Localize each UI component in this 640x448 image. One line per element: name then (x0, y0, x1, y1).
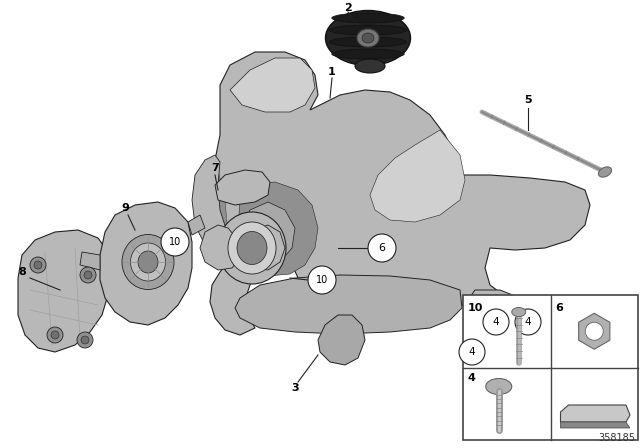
Text: 4: 4 (468, 372, 476, 383)
Text: 7: 7 (211, 163, 219, 173)
Circle shape (51, 331, 59, 339)
Polygon shape (188, 215, 205, 235)
Polygon shape (561, 422, 630, 428)
Ellipse shape (329, 37, 407, 47)
Polygon shape (18, 230, 112, 352)
Text: 2: 2 (344, 3, 352, 13)
Circle shape (515, 309, 541, 335)
Ellipse shape (362, 33, 374, 43)
Polygon shape (370, 130, 465, 222)
Ellipse shape (122, 234, 174, 289)
Circle shape (459, 339, 485, 365)
Ellipse shape (332, 13, 404, 23)
Circle shape (84, 271, 92, 279)
Ellipse shape (138, 251, 158, 273)
Ellipse shape (228, 222, 276, 274)
Ellipse shape (131, 243, 166, 281)
Polygon shape (561, 405, 630, 422)
Ellipse shape (218, 212, 286, 284)
Circle shape (47, 327, 63, 343)
Text: 6: 6 (378, 243, 385, 253)
Circle shape (30, 257, 46, 273)
Circle shape (483, 309, 509, 335)
Circle shape (80, 267, 96, 283)
Circle shape (77, 332, 93, 348)
Polygon shape (210, 52, 590, 338)
Ellipse shape (237, 232, 267, 264)
Ellipse shape (357, 29, 379, 47)
Text: 10: 10 (468, 303, 483, 313)
Polygon shape (215, 170, 270, 205)
Text: 4: 4 (468, 347, 476, 357)
Text: 3: 3 (291, 383, 299, 393)
Ellipse shape (486, 379, 512, 395)
Text: 1: 1 (328, 67, 336, 77)
Polygon shape (248, 225, 285, 270)
Polygon shape (318, 315, 365, 365)
Bar (463, 295, 638, 440)
Text: 10: 10 (169, 237, 181, 247)
Ellipse shape (355, 59, 385, 73)
Polygon shape (240, 202, 295, 265)
Circle shape (585, 322, 604, 340)
Text: 9: 9 (121, 203, 129, 213)
Polygon shape (100, 202, 192, 325)
Ellipse shape (329, 25, 407, 35)
Ellipse shape (332, 49, 404, 59)
Ellipse shape (598, 167, 612, 177)
Text: 8: 8 (18, 267, 26, 277)
Text: 4: 4 (493, 317, 499, 327)
Polygon shape (200, 225, 240, 270)
Polygon shape (215, 170, 228, 258)
Polygon shape (235, 275, 462, 334)
Circle shape (368, 234, 396, 262)
Circle shape (308, 266, 336, 294)
Circle shape (34, 261, 42, 269)
Text: 5: 5 (524, 95, 532, 105)
Ellipse shape (512, 307, 525, 316)
Polygon shape (238, 182, 318, 276)
Polygon shape (468, 290, 528, 338)
Text: 10: 10 (316, 275, 328, 285)
Circle shape (161, 228, 189, 256)
Polygon shape (80, 252, 100, 270)
Polygon shape (192, 155, 235, 262)
Text: 6: 6 (556, 303, 563, 313)
Text: 4: 4 (525, 317, 531, 327)
Circle shape (81, 336, 89, 344)
Text: 358185: 358185 (598, 433, 635, 443)
Polygon shape (230, 58, 315, 112)
Ellipse shape (326, 10, 410, 65)
